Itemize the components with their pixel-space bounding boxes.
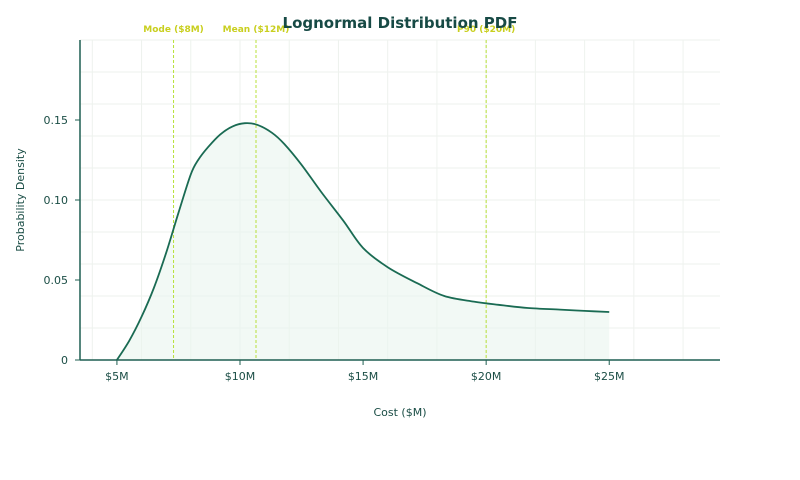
markers: Mode ($8M) Mean ($12M) P90 ($20M) (143, 25, 515, 360)
x-tick-label: $20M (471, 370, 502, 383)
y-ticks: 0 0.05 0.10 0.15 (44, 114, 80, 367)
y-tick-label: 0.10 (44, 194, 69, 207)
density-area (116, 123, 610, 360)
chart-title: Lognormal Distribution PDF (283, 14, 518, 32)
y-tick-label: 0 (61, 354, 68, 367)
x-tick-label: $5M (105, 370, 129, 383)
x-tick-label: $10M (225, 370, 256, 383)
x-tick-label: $25M (594, 370, 625, 383)
x-tick-label: $15M (348, 370, 379, 383)
x-axis-title: Cost ($M) (373, 406, 426, 419)
y-tick-label: 0.05 (44, 274, 69, 287)
x-ticks: $5M $10M $15M $20M $25M (105, 360, 624, 383)
y-tick-label: 0.15 (44, 114, 69, 127)
marker-label: Mean ($12M) (223, 25, 290, 35)
marker-label: P90 ($20M) (457, 25, 515, 35)
marker-label: Mode ($8M) (143, 25, 204, 35)
density-line (116, 122, 610, 361)
y-axis-title: Probability Density (14, 148, 27, 252)
